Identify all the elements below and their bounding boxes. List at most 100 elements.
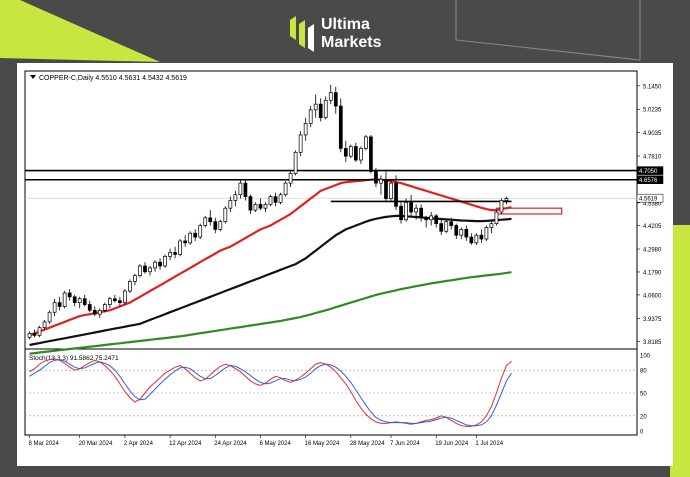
candle-bearish bbox=[92, 309, 97, 315]
stoch-signal-line bbox=[29, 359, 512, 427]
accent-shape-right bbox=[670, 225, 690, 477]
time-tick-label: 24 Apr 2024 bbox=[214, 441, 247, 447]
dropdown-arrow-icon[interactable] bbox=[30, 75, 36, 79]
time-tick-label: 2 Apr 2024 bbox=[124, 441, 154, 447]
candle-bullish bbox=[233, 194, 238, 201]
price-tick-label: 4.7810 bbox=[643, 154, 662, 160]
candle-bullish bbox=[168, 252, 172, 257]
candle-bullish bbox=[253, 203, 258, 211]
brand-logo: Ultima Markets bbox=[288, 14, 418, 54]
candle-bullish bbox=[474, 234, 479, 244]
candle-bearish bbox=[374, 171, 378, 184]
time-tick-label: 6 May 2024 bbox=[259, 441, 291, 447]
candle-bullish bbox=[359, 148, 363, 161]
price-label-box bbox=[636, 166, 664, 175]
candle-bullish bbox=[77, 298, 82, 303]
candle-bearish bbox=[118, 300, 122, 303]
candle-bullish bbox=[379, 178, 383, 184]
candle-bullish bbox=[163, 256, 167, 267]
candle-bullish bbox=[348, 146, 353, 157]
candle-bullish bbox=[97, 309, 102, 315]
time-tick-label: 8 Mar 2024 bbox=[29, 441, 60, 447]
candle-bullish bbox=[308, 109, 313, 124]
candle-bearish bbox=[57, 302, 62, 307]
price-tick-label: 4.0600 bbox=[643, 293, 662, 299]
time-tick-label: 28 May 2024 bbox=[350, 441, 385, 447]
candle-bullish bbox=[484, 227, 489, 240]
price-axis: 5.1450 5.0235 4.9035 4.7810 4.5380 4.4205 4.29… bbox=[637, 84, 662, 346]
candle-bullish bbox=[138, 265, 142, 276]
price-tick-label: 4.4205 bbox=[643, 224, 662, 230]
candle-bearish bbox=[87, 304, 92, 311]
candle-bearish bbox=[318, 103, 323, 118]
candle-bearish bbox=[248, 196, 253, 211]
price-tick-label: 5.1450 bbox=[643, 84, 662, 90]
grid-layer bbox=[25, 197, 637, 417]
price-tick-label: 4.1790 bbox=[643, 270, 662, 276]
chart-title: COPPER-C,Daily 4.5510 4.5631 4.5432 4.56… bbox=[39, 75, 187, 82]
price-label-text: 4.5619 bbox=[639, 196, 658, 202]
candle-bearish bbox=[419, 207, 423, 219]
candle-bullish bbox=[499, 200, 504, 213]
candle-bullish bbox=[389, 182, 393, 199]
price-tick-label: 4.9035 bbox=[643, 131, 662, 137]
price-tick-label: 3.9375 bbox=[643, 317, 662, 323]
candle-bearish bbox=[158, 261, 162, 267]
deco-line bbox=[455, 39, 641, 61]
stochastic-axis: 100 80 50 20 0 bbox=[640, 354, 651, 436]
candle-bullish bbox=[278, 194, 283, 203]
candle-bullish bbox=[128, 281, 132, 292]
candle-bearish bbox=[32, 333, 37, 336]
chart-card: COPPER-C,Daily 4.5510 4.5631 4.5432 4.56… bbox=[17, 63, 673, 466]
candle-bearish bbox=[479, 234, 484, 240]
candle-bullish bbox=[102, 304, 107, 311]
candle-bullish bbox=[323, 99, 328, 118]
candle-bullish bbox=[52, 302, 57, 313]
ultima-logo-icon bbox=[290, 16, 314, 52]
candle-bullish bbox=[444, 221, 449, 232]
candle-bearish bbox=[394, 182, 398, 207]
candle-bullish bbox=[153, 261, 157, 269]
candle-bearish bbox=[469, 236, 474, 244]
candle-bullish bbox=[283, 182, 288, 196]
stoch-tick-label: 0 bbox=[640, 430, 644, 436]
price-tick-label: 3.8185 bbox=[643, 340, 662, 346]
time-tick-label: 16 May 2024 bbox=[305, 441, 340, 447]
candle-bearish bbox=[213, 221, 218, 230]
candle-bearish bbox=[343, 148, 348, 157]
candle-bearish bbox=[183, 240, 188, 244]
candle-bullish bbox=[328, 92, 333, 101]
candle-bearish bbox=[338, 105, 343, 149]
candle-bearish bbox=[369, 136, 373, 172]
candle-bullish bbox=[303, 123, 308, 136]
candle-bullish bbox=[288, 173, 293, 184]
candle-bullish bbox=[228, 200, 233, 209]
candle-bullish bbox=[298, 134, 303, 153]
stoch-tick-label: 80 bbox=[640, 369, 647, 375]
candle-bullish bbox=[47, 311, 52, 323]
price-label-text: 4.7050 bbox=[639, 169, 658, 175]
candle-bullish bbox=[133, 275, 137, 282]
price-label-text: 4.6576 bbox=[639, 178, 658, 184]
candle-bearish bbox=[424, 217, 429, 221]
candle-bearish bbox=[333, 92, 338, 107]
candle-bearish bbox=[243, 182, 248, 197]
candle-bullish bbox=[178, 240, 182, 255]
price-tick-label: 5.0235 bbox=[643, 108, 662, 114]
candle-bullish bbox=[42, 321, 47, 329]
candle-bullish bbox=[414, 207, 418, 213]
stochastic-layer bbox=[29, 358, 512, 427]
candle-bearish bbox=[454, 225, 459, 236]
time-tick-label: 20 Mar 2024 bbox=[79, 441, 113, 447]
candle-bullish bbox=[489, 223, 494, 228]
candle-bearish bbox=[434, 215, 439, 224]
candle-bullish bbox=[504, 198, 509, 201]
candle-bearish bbox=[273, 196, 278, 203]
candle-bearish bbox=[449, 221, 454, 226]
candle-bearish bbox=[258, 203, 263, 209]
candle-bullish bbox=[459, 229, 464, 236]
candle-bearish bbox=[113, 298, 117, 302]
candle-bearish bbox=[143, 265, 147, 273]
candle-bearish bbox=[72, 296, 77, 303]
